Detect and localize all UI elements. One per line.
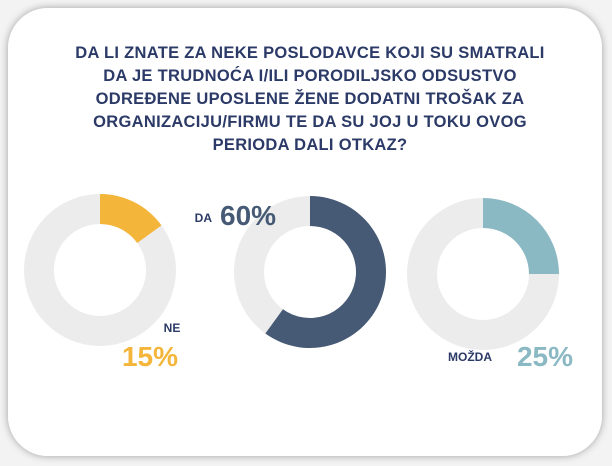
title-line: DA JE TRUDNOĆA I/ILI PORODILJSKO ODSUSTV… bbox=[103, 66, 517, 85]
title-line: ODREĐENE UPOSLENE ŽENE DODATNI TROŠAK ZA bbox=[96, 89, 525, 108]
value-label: 15% bbox=[122, 341, 178, 372]
category-label: MOŽDA bbox=[448, 349, 492, 364]
value-label: 25% bbox=[517, 341, 573, 372]
title-line: ORGANIZACIJU/FIRMU TE DA SU JOJ U TOKU O… bbox=[93, 113, 527, 131]
category-label: NE bbox=[164, 321, 181, 335]
title-line: PERIODA DALI OTKAZ? bbox=[213, 136, 408, 154]
title-line: DA LI ZNATE ZA NEKE POSLODAVCE KOJI SU S… bbox=[75, 44, 544, 62]
donut-segment bbox=[265, 196, 386, 348]
donut-segment bbox=[483, 198, 559, 274]
category-label: DA bbox=[195, 211, 213, 225]
value-label: 60% bbox=[220, 200, 276, 231]
donut-segment bbox=[100, 194, 162, 243]
